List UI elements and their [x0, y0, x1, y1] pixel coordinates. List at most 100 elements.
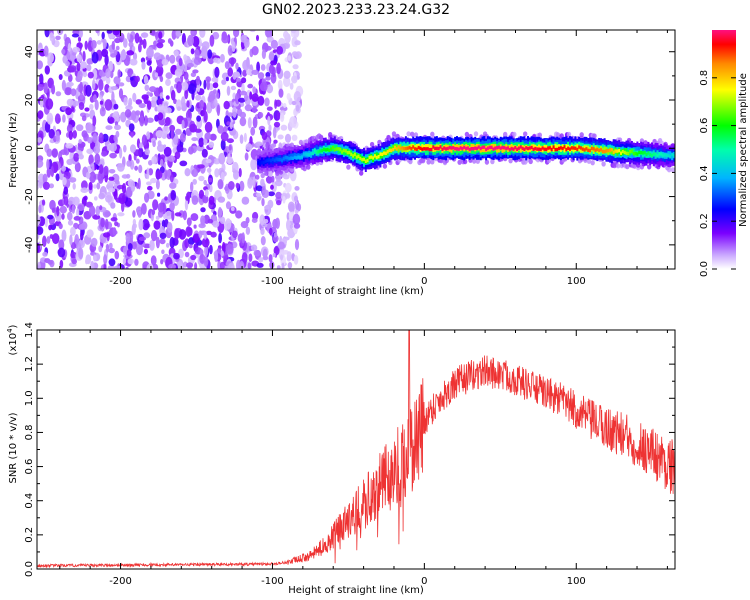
- spectrogram-cell: [125, 173, 131, 179]
- spectrogram-cell: [269, 227, 273, 235]
- spectrogram-cell: [286, 219, 291, 231]
- spectrogram-cell: [154, 72, 159, 78]
- spectrogram-cell: [126, 32, 131, 41]
- spectrogram-cell: [114, 250, 120, 260]
- spectrogram-cell: [73, 152, 80, 162]
- spectrogram-cell: [58, 223, 63, 230]
- spectrogram-cell: [279, 112, 285, 123]
- spectrogram-cell: [359, 170, 364, 176]
- spectrogram-cell: [214, 168, 220, 178]
- spectrogram-cell: [297, 155, 300, 159]
- spectrogram-cell: [69, 177, 77, 183]
- spectrogram-cell: [379, 152, 382, 156]
- spectrogram-cell: [267, 170, 273, 177]
- spectrogram-cell: [671, 152, 674, 157]
- spectrogram-cell: [144, 192, 150, 203]
- spectrogram-cell: [332, 145, 334, 150]
- spectrogram-cell: [410, 131, 415, 137]
- spectrogram-cell: [195, 94, 202, 101]
- spectrogram-cell: [516, 147, 519, 151]
- spectrogram-cell: [241, 77, 247, 84]
- spectrogram-cell: [167, 38, 172, 44]
- spectrogram-cell: [143, 75, 149, 85]
- spectrogram-cell: [109, 70, 114, 79]
- spectrogram-cell: [483, 145, 486, 153]
- spectrogram-cell: [78, 223, 86, 230]
- spectrogram-cell: [154, 32, 160, 38]
- spectrogram-cell: [539, 147, 542, 152]
- spectrogram-cell: [265, 45, 272, 51]
- spectrogram-cell: [446, 146, 449, 151]
- spectrogram-cell: [82, 71, 88, 78]
- spectrogram-cell: [244, 105, 249, 110]
- spectrogram-cell: [66, 158, 73, 166]
- spectrogram-cell: [157, 112, 164, 121]
- spectrogram-cell: [311, 151, 314, 156]
- spectrogram-cell: [426, 147, 429, 151]
- spectrogram-cell: [231, 41, 236, 53]
- spectrogram-cell: [46, 88, 50, 100]
- spectrogram-cell: [171, 30, 177, 40]
- spectrogram-cell: [178, 57, 183, 67]
- spectrogram-cell: [49, 32, 54, 42]
- spectrogram-cell: [94, 153, 101, 165]
- y-tick-label: -40: [24, 237, 35, 253]
- spectrogram-cell: [419, 146, 422, 150]
- spectrogram-cell: [287, 228, 296, 239]
- spectrogram-cell: [318, 134, 324, 140]
- spectrogram-cell: [176, 144, 184, 153]
- spectrogram-cell: [138, 103, 146, 109]
- spectrogram-cell: [213, 57, 218, 63]
- spectrogram-cell: [188, 146, 194, 155]
- spectrogram-cell: [240, 221, 249, 229]
- spectrogram-cell: [135, 99, 143, 105]
- spectrogram-cell: [304, 139, 309, 145]
- spectrogram-cell: [501, 146, 504, 153]
- spectrogram-cell: [550, 147, 553, 152]
- spectrogram-cell: [643, 151, 646, 155]
- snr-x-axis-label: Height of straight line (km): [288, 585, 424, 596]
- spectrogram-cell: [186, 100, 190, 108]
- spectrogram-cell: [437, 146, 440, 151]
- spectrogram-cell: [199, 99, 205, 109]
- spectrogram-cell: [147, 100, 152, 110]
- spectrogram-cell: [114, 37, 121, 44]
- spectrogram-cell: [566, 131, 572, 137]
- spectrogram-cell: [58, 239, 65, 250]
- spectrogram-cell: [94, 99, 99, 111]
- spectrogram-cell: [206, 230, 212, 236]
- spectrogram-cell: [65, 60, 70, 67]
- spectrogram-cell: [361, 158, 364, 162]
- spectrogram-cell: [220, 139, 226, 151]
- spectrogram-cell: [164, 156, 168, 163]
- spectrogram-cell: [395, 144, 398, 151]
- spectrogram-cell: [421, 147, 424, 151]
- spectrogram-cell: [107, 180, 115, 186]
- spectrogram-cell: [146, 117, 154, 123]
- spectrogram-cell: [227, 45, 233, 56]
- spectrogram-cell: [208, 90, 216, 103]
- spectrogram-cell: [174, 151, 181, 160]
- spectrogram-cell: [629, 149, 632, 154]
- spectrogram-cell: [57, 247, 66, 258]
- spectrogram-cell: [182, 210, 187, 221]
- spectrogram-cell: [212, 82, 219, 89]
- spectrogram-cell: [166, 222, 173, 233]
- spectrogram-cell: [176, 81, 182, 94]
- spectrogram-cell: [328, 148, 331, 152]
- spectrogram-cell: [149, 86, 157, 93]
- spectrogram-cell: [283, 30, 289, 39]
- spectrogram-cell: [161, 59, 169, 66]
- spectrogram-cell: [399, 147, 402, 151]
- spectrogram-cell: [99, 90, 105, 96]
- spectrogram-cell: [284, 182, 292, 193]
- spectrogram-cell: [113, 76, 121, 85]
- spectrogram-cell: [273, 232, 278, 238]
- spectrogram-cell: [333, 148, 336, 152]
- spectrogram-cell: [235, 210, 243, 219]
- spectrogram-cell: [44, 30, 50, 38]
- spectrogram-cell: [250, 158, 258, 171]
- spectrogram-cell: [192, 35, 200, 48]
- spectrogram-cell: [70, 88, 77, 97]
- spectrogram-cell: [260, 161, 263, 165]
